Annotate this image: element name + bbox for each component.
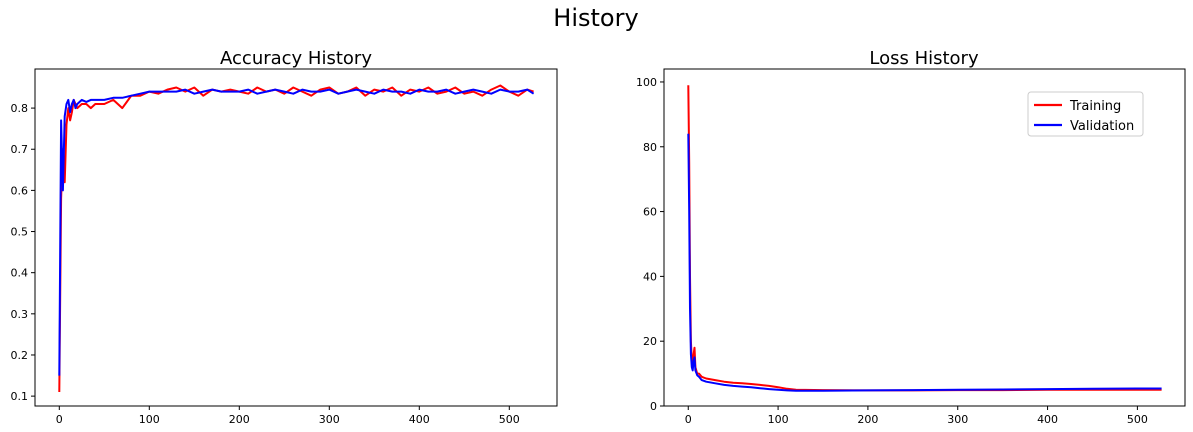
figure-suptitle: History (553, 4, 638, 32)
accuracy-chart-title: Accuracy History (220, 48, 372, 69)
accuracy-y-tick-label: 0.7 (11, 143, 29, 156)
accuracy-x-tick-label: 300 (319, 413, 340, 426)
accuracy-y-tick-label: 0.6 (11, 184, 29, 197)
loss-chart: Loss History Training Validation 0 100 200… (636, 48, 1186, 426)
legend-label-training: Training (1069, 99, 1121, 114)
loss-y-tick-label: 20 (643, 335, 657, 348)
legend-label-validation: Validation (1070, 119, 1134, 134)
accuracy-x-tick-label: 100 (139, 413, 160, 426)
accuracy-y-tick-label: 0.4 (11, 267, 29, 280)
loss-y-tick-label: 0 (650, 400, 657, 413)
accuracy-x-tick-label: 0 (56, 413, 63, 426)
accuracy-y-tick-label: 0.5 (11, 226, 29, 239)
loss-y-tick-label: 80 (643, 141, 657, 154)
loss-legend: Training Validation (1027, 91, 1144, 137)
loss-y-tick-label: 40 (643, 270, 657, 283)
loss-plot-area (687, 85, 1162, 392)
accuracy-plot-area (58, 84, 535, 393)
accuracy-x-tick-label: 200 (229, 413, 250, 426)
loss-chart-title: Loss History (869, 48, 979, 69)
loss-x-tick-label: 300 (947, 413, 968, 426)
accuracy-chart: Accuracy History 0 100 200 300 400 500 0.1 0.2 0… (11, 48, 558, 426)
loss-x-tick-label: 400 (1037, 413, 1058, 426)
accuracy-y-tick-label: 0.2 (11, 349, 29, 362)
accuracy-x-tick-label: 500 (499, 413, 520, 426)
accuracy-x-tick-label: 400 (409, 413, 430, 426)
accuracy-y-tick-label: 0.8 (11, 102, 29, 115)
loss-x-tick-label: 100 (768, 413, 789, 426)
accuracy-series-line-blue (58, 88, 535, 376)
accuracy-y-tick-label: 0.1 (11, 390, 29, 403)
loss-y-tick-label: 60 (643, 206, 657, 219)
loss-x-tick-label: 200 (857, 413, 878, 426)
loss-axes-frame (663, 68, 1186, 407)
loss-series-line-validation (687, 133, 1162, 392)
accuracy-axes-frame (34, 68, 558, 407)
loss-x-tick-label: 0 (685, 413, 692, 426)
accuracy-y-tick-label: 0.3 (11, 308, 29, 321)
loss-x-tick-label: 500 (1127, 413, 1148, 426)
loss-y-tick-label: 100 (636, 76, 657, 89)
